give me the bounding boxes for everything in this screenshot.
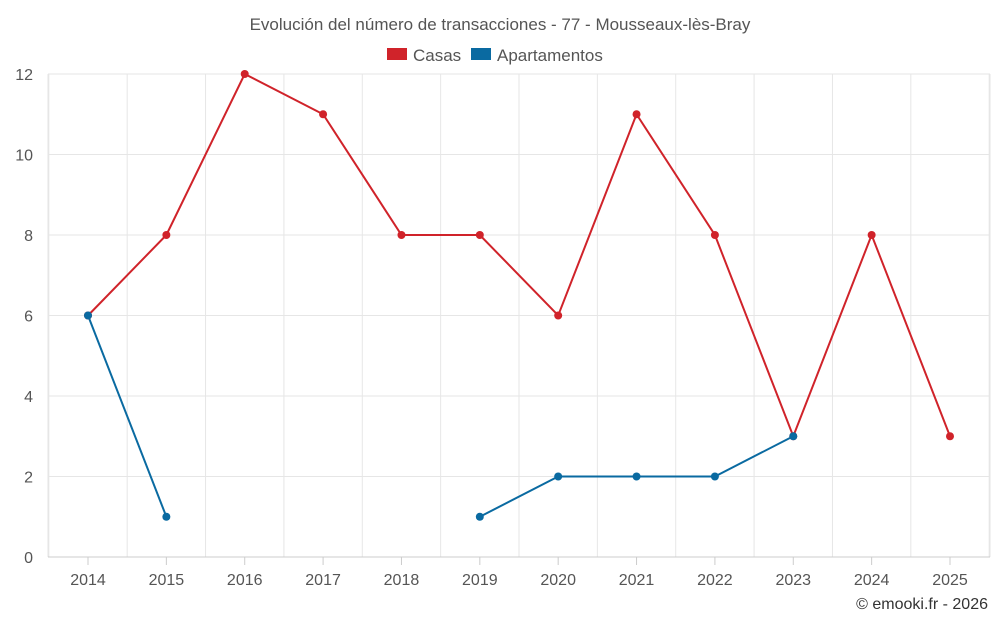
point-casas-2025[interactable] [946, 432, 954, 441]
x-tick-label: 2025 [932, 572, 968, 589]
point-apartamentos-2022[interactable] [710, 472, 719, 481]
point-apartamentos-2021[interactable] [632, 472, 641, 481]
legend-swatch-casas [387, 48, 407, 60]
y-axis-ticks: 0 2 4 6 8 10 12 [15, 67, 33, 567]
point-casas-2016[interactable] [240, 70, 249, 78]
credit: © emooki.fr - 2026 [856, 596, 988, 613]
x-tick-label: 2021 [619, 572, 655, 589]
x-tick-label: 2019 [462, 572, 498, 589]
point-apartamentos-2014[interactable] [84, 311, 92, 320]
y-tick-label: 8 [24, 228, 33, 245]
x-tick-label: 2024 [854, 572, 890, 589]
legend: Casas Apartamentos [387, 46, 603, 65]
point-casas-2015[interactable] [162, 231, 171, 239]
legend-label-apartamentos[interactable]: Apartamentos [497, 46, 603, 65]
y-tick-label: 4 [24, 389, 33, 406]
x-tick-label: 2023 [775, 572, 811, 589]
point-casas-2018[interactable] [397, 231, 406, 239]
y-tick-label: 6 [24, 309, 33, 326]
point-casas-2020[interactable] [554, 311, 563, 320]
grid [47, 73, 991, 558]
point-casas-2022[interactable] [710, 231, 719, 239]
y-tick-label: 0 [24, 550, 33, 567]
point-casas-2024[interactable] [867, 231, 876, 239]
point-apartamentos-2020[interactable] [554, 472, 563, 481]
point-casas-2017[interactable] [319, 110, 328, 119]
x-tick-label: 2017 [305, 572, 341, 589]
point-casas-2021[interactable] [632, 110, 641, 119]
x-tick-label: 2020 [540, 572, 576, 589]
series-line-apartamentos [87, 315, 168, 518]
y-tick-label: 12 [15, 67, 33, 84]
series-line-casas [87, 72, 951, 440]
point-casas-2019[interactable] [475, 231, 484, 239]
legend-swatch-apartamentos [471, 48, 491, 60]
x-tick-label: 2014 [70, 572, 106, 589]
x-tick-label: 2018 [384, 572, 420, 589]
y-tick-label: 10 [15, 148, 33, 165]
y-tick-label: 2 [24, 470, 33, 487]
legend-label-casas[interactable]: Casas [413, 46, 461, 65]
x-tick-label: 2016 [227, 572, 263, 589]
chart-title: Evolución del número de transacciones - … [250, 15, 751, 34]
x-tick-label: 2022 [697, 572, 733, 589]
point-apartamentos-2019[interactable] [475, 512, 484, 521]
series [84, 70, 954, 521]
x-tick-label: 2015 [149, 572, 185, 589]
point-apartamentos-2023[interactable] [789, 432, 798, 441]
point-apartamentos-2015[interactable] [162, 512, 171, 521]
x-axis-ticks: 2014 2015 2016 2017 2018 2019 2020 2021 2022 2023… [70, 557, 968, 589]
